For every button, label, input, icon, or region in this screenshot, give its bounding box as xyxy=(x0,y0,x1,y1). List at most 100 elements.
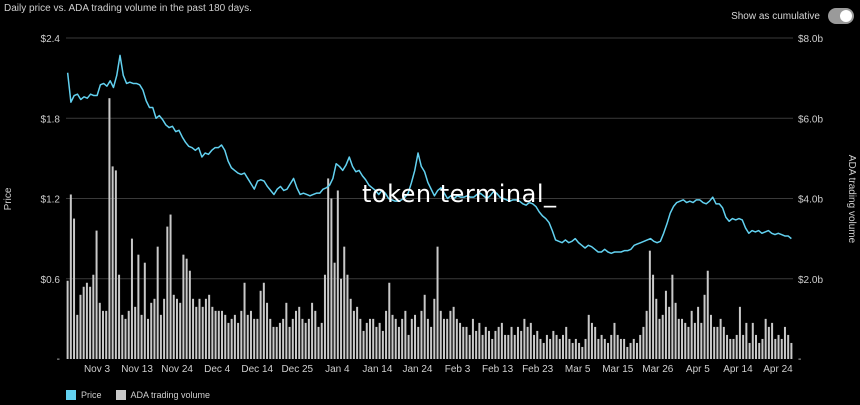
volume-bar xyxy=(259,290,262,359)
volume-bar xyxy=(394,318,397,359)
volume-bar xyxy=(774,338,777,359)
volume-bar xyxy=(362,330,365,359)
volume-bar xyxy=(533,334,536,359)
volume-bar xyxy=(658,318,661,359)
volume-bar xyxy=(767,326,770,359)
volume-bar xyxy=(661,314,664,359)
volume-bar xyxy=(140,314,143,359)
volume-bar xyxy=(690,310,693,359)
volume-bar xyxy=(783,326,786,359)
toggle-knob xyxy=(840,10,852,22)
volume-bar xyxy=(92,274,95,359)
x-tick-label: Mar 26 xyxy=(642,364,674,375)
x-tick-label: Mar 5 xyxy=(565,364,591,375)
volume-bar xyxy=(195,306,198,359)
volume-bar xyxy=(118,274,121,359)
volume-bar xyxy=(539,338,542,359)
volume-bar xyxy=(703,294,706,359)
volume-bar xyxy=(108,98,111,359)
volume-bar xyxy=(574,338,577,359)
volume-bar xyxy=(626,346,629,359)
volume-bar xyxy=(500,322,503,359)
volume-bar xyxy=(455,318,458,359)
x-tick-label: Dec 25 xyxy=(281,364,313,375)
volume-bar xyxy=(198,298,201,359)
volume-bar xyxy=(748,342,751,359)
volume-bar xyxy=(484,326,487,359)
volume-bar xyxy=(726,334,729,359)
x-tick-label: Apr 14 xyxy=(723,364,753,375)
legend-swatch-volume xyxy=(115,390,126,400)
volume-bar xyxy=(114,170,117,359)
volume-bar xyxy=(375,326,378,359)
volume-bar xyxy=(420,310,423,359)
volume-bar xyxy=(66,280,69,359)
volume-bar xyxy=(597,338,600,359)
volume-bar xyxy=(211,306,214,359)
volume-bar xyxy=(391,314,394,359)
volume-bar xyxy=(243,282,246,359)
volume-bar xyxy=(134,306,137,359)
volume-bar xyxy=(333,262,336,359)
volume-bar xyxy=(578,342,581,359)
y-tick-label-right-zero: - xyxy=(798,354,801,365)
volume-bar xyxy=(159,314,162,359)
volume-bar xyxy=(208,294,211,359)
x-tick-label: Feb 13 xyxy=(482,364,514,375)
legend-item-volume[interactable]: ADA trading volume xyxy=(115,390,210,400)
volume-bar xyxy=(462,326,465,359)
x-tick-label: Apr 5 xyxy=(686,364,710,375)
volume-bar xyxy=(401,318,404,359)
volume-bar xyxy=(224,314,227,359)
volume-bar xyxy=(201,306,204,359)
volume-bar xyxy=(253,318,256,359)
volume-bar xyxy=(69,194,72,359)
price-line xyxy=(66,54,792,255)
volume-bar xyxy=(385,310,388,359)
volume-bar xyxy=(520,330,523,359)
volume-bar xyxy=(439,310,442,359)
volume-bar xyxy=(275,326,278,359)
volume-bar xyxy=(156,246,159,359)
volume-bar xyxy=(671,274,674,359)
x-tick-label: Dec 4 xyxy=(204,364,231,375)
volume-bar xyxy=(147,318,150,359)
cumulative-toggle[interactable] xyxy=(828,8,854,24)
y-tick-label-right: $6.0b xyxy=(798,114,823,125)
y-tick-label-left: $2.4 xyxy=(41,34,61,45)
volume-bar xyxy=(549,338,552,359)
volume-bar xyxy=(603,338,606,359)
volume-bar xyxy=(336,190,339,359)
volume-bar xyxy=(73,218,76,359)
volume-bar xyxy=(356,306,359,359)
volume-bar xyxy=(272,326,275,359)
x-tick-label: Nov 24 xyxy=(161,364,193,375)
volume-bar xyxy=(423,294,426,359)
volume-bar xyxy=(600,334,603,359)
volume-bar xyxy=(175,298,178,359)
volume-bar xyxy=(311,302,314,359)
watermark-logo: token terminal_ xyxy=(362,180,557,208)
volume-bar xyxy=(349,298,352,359)
cumulative-toggle-label: Show as cumulative xyxy=(731,10,820,22)
volume-bar xyxy=(233,314,236,359)
volume-bar xyxy=(491,338,494,359)
volume-bar xyxy=(488,330,491,359)
legend-item-price[interactable]: Price xyxy=(66,390,102,400)
volume-bar xyxy=(700,322,703,359)
volume-bar xyxy=(468,334,471,359)
volume-bar xyxy=(523,318,526,359)
volume-bar xyxy=(166,226,169,359)
volume-bar xyxy=(507,334,510,359)
y-axis-title-left: Price xyxy=(3,187,14,210)
volume-bar xyxy=(590,322,593,359)
volume-bar xyxy=(352,310,355,359)
volume-bar xyxy=(555,334,558,359)
volume-bar xyxy=(465,326,468,359)
volume-bar xyxy=(323,274,326,359)
volume-bar xyxy=(716,326,719,359)
volume-bar xyxy=(298,306,301,359)
volume-bar xyxy=(368,318,371,359)
volume-bar xyxy=(709,314,712,359)
x-tick-label: Jan 4 xyxy=(325,364,350,375)
